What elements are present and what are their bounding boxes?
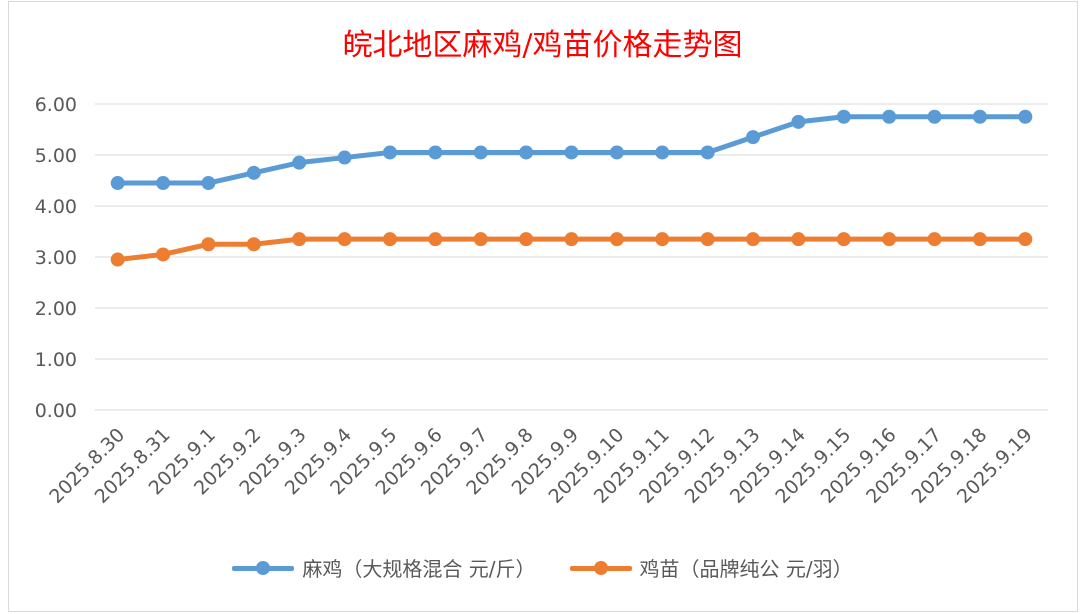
data-point [972,109,987,124]
data-point [927,109,942,124]
data-point [655,232,670,247]
data-point [473,145,488,160]
data-point [972,232,987,247]
y-tick-label: 1.00 [35,349,77,371]
data-point [655,145,670,160]
data-point [564,145,579,160]
data-point [337,232,352,247]
legend-item-series-2: 鸡苗（品牌纯公 元/羽） [569,553,853,582]
data-point [882,232,897,247]
data-point [382,232,397,247]
data-point [246,165,261,180]
data-point [700,145,715,160]
data-point [428,145,443,160]
y-tick-label: 4.00 [35,196,77,218]
data-point [746,232,761,247]
data-point [292,232,307,247]
data-point [201,237,216,252]
data-point [246,237,261,252]
data-point [746,130,761,145]
legend-marker-series-1 [232,558,295,578]
data-point [337,150,352,165]
data-point [1018,232,1033,247]
data-point [110,252,125,267]
chart-frame [8,1,1078,612]
data-point [609,232,624,247]
data-point [1018,109,1033,124]
data-point [292,155,307,170]
data-point [382,145,397,160]
legend-label-series-1: 麻鸡（大规格混合 元/斤） [302,557,536,581]
data-point [836,109,851,124]
data-point [882,109,897,124]
y-tick-label: 0.00 [35,400,77,422]
legend: 麻鸡（大规格混合 元/斤） 鸡苗（品牌纯公 元/羽） [0,553,1085,582]
legend-item-series-1: 麻鸡（大规格混合 元/斤） [232,553,536,582]
data-point [156,247,171,262]
data-point [473,232,488,247]
chart-title: 皖北地区麻鸡/鸡苗价格走势图 [342,28,743,63]
data-point [609,145,624,160]
data-point [836,232,851,247]
data-point [156,176,171,191]
data-point [110,176,125,191]
data-point [791,114,806,129]
data-point [791,232,806,247]
legend-marker-series-2 [569,558,632,578]
data-point [428,232,443,247]
y-tick-label: 6.00 [35,94,77,116]
data-point [927,232,942,247]
y-tick-label: 5.00 [35,145,77,167]
data-point [519,232,534,247]
data-point [201,176,216,191]
data-point [564,232,579,247]
y-tick-label: 3.00 [35,247,77,269]
data-point [519,145,534,160]
legend-label-series-2: 鸡苗（品牌纯公 元/羽） [639,557,853,581]
data-point [700,232,715,247]
y-tick-label: 2.00 [35,298,77,320]
